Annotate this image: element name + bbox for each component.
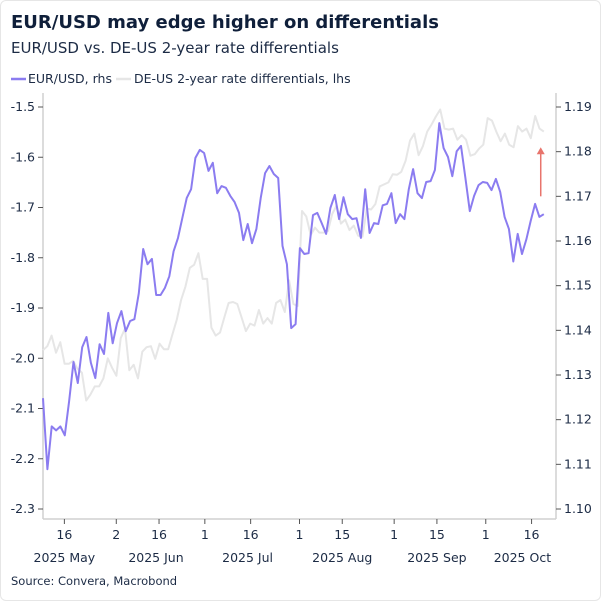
series-group [42,108,545,471]
right-tick-label: 1.17 [564,188,592,203]
x-tick-label: 16 [524,527,540,542]
x-tick-label: 1 [201,527,209,542]
x-tick-label: 2 [112,527,120,542]
left-tick-label: -2.0 [11,350,35,365]
x-month-label: 2025 May [34,550,96,565]
series-line-differentials [42,108,545,402]
left-tick-label: -2.2 [11,451,35,466]
right-tick-label: 1.12 [564,412,592,427]
left-tick-label: -2.1 [11,401,35,416]
x-tick-label: 16 [151,527,167,542]
right-tick-label: 1.18 [564,144,592,159]
left-tick-label: -1.5 [11,99,35,114]
x-month-label: 2025 Sep [407,550,466,565]
x-tick-label: 1 [390,527,398,542]
chart-subtitle: EUR/USD vs. DE-US 2-year rate differenti… [11,39,339,57]
annotation-arrow-head [536,147,545,155]
x-month-label: 2025 Oct [494,550,551,565]
x-tick-label: 1 [482,527,490,542]
right-tick-label: 1.14 [564,322,592,337]
left-tick-label: -1.8 [11,250,35,265]
legend: EUR/USD, rhs DE-US 2-year rate different… [11,71,351,86]
right-tick-label: 1.10 [564,501,592,516]
legend-label-eurusd: EUR/USD, rhs [28,71,112,86]
right-tick-label: 1.13 [564,367,592,382]
x-tick-label: 15 [334,527,350,542]
left-tick-label: -1.7 [11,200,35,215]
right-tick-label: 1.19 [564,99,592,114]
left-tick-label: -1.6 [11,149,35,164]
right-tick-label: 1.11 [564,456,592,471]
series-line-eurusd [42,122,545,471]
source-note: Source: Convera, Macrobond [11,574,177,588]
legend-label-differentials: DE-US 2-year rate differentials, lhs [134,71,351,86]
chart-title: EUR/USD may edge higher on differentials [11,12,439,33]
right-tick-label: 1.16 [564,233,592,248]
left-tick-label: -2.3 [11,501,35,516]
x-month-label: 2025 Jun [128,550,183,565]
x-tick-label: 1 [296,527,304,542]
axes: -1.5 -1.6 -1.7 -1.8 -1.9 -2.0 -2.1 -2.2 -2.3 1.19… [11,93,592,565]
x-tick-label: 15 [429,527,445,542]
x-month-label: 2025 Jul [222,550,273,565]
x-tick-label: 16 [243,527,259,542]
left-tick-label: -1.9 [11,300,35,315]
right-tick-label: 1.15 [564,278,592,293]
x-month-label: 2025 Aug [312,550,372,565]
x-tick-label: 16 [56,527,72,542]
